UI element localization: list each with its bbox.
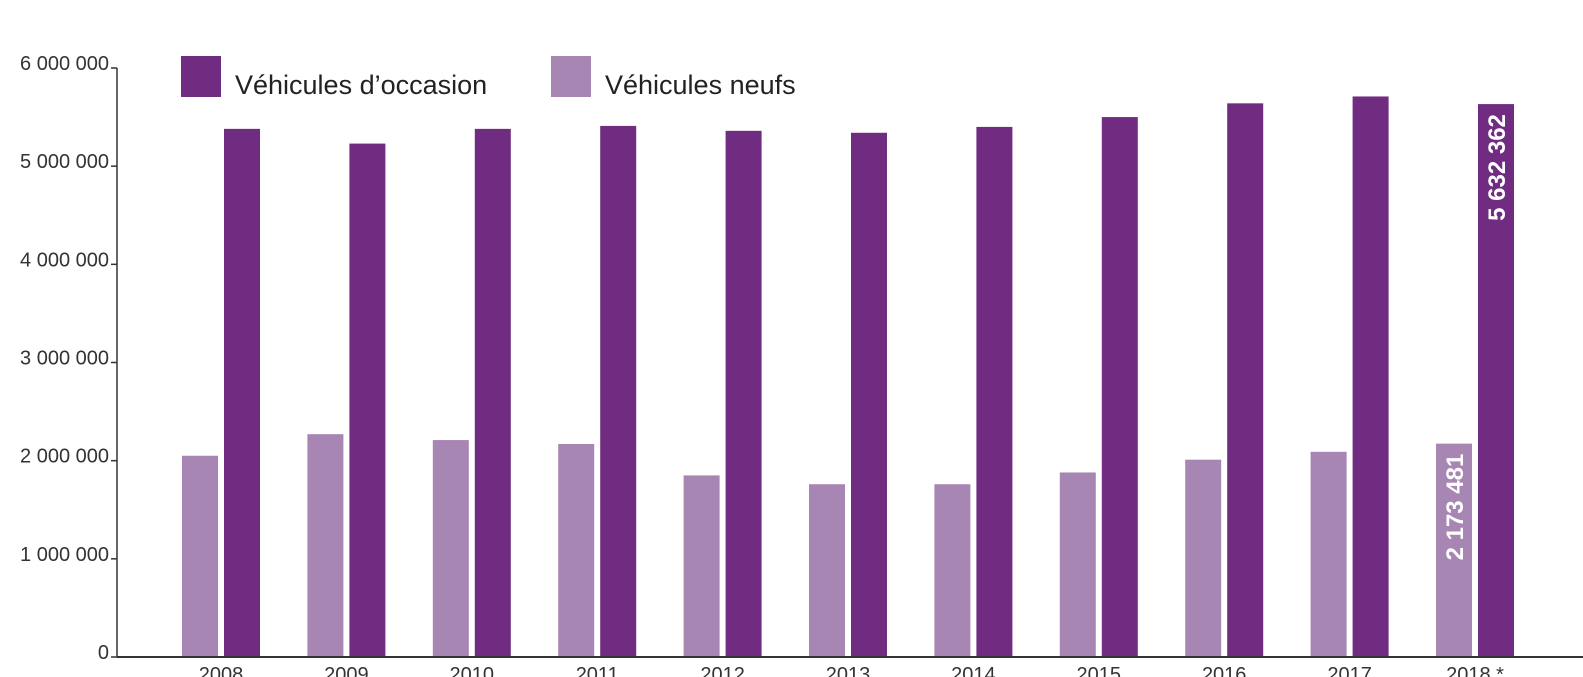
legend: Véhicules d’occasion Véhicules neufs bbox=[181, 56, 796, 100]
bar-used-vehicles bbox=[1227, 103, 1264, 658]
y-tick-label: 6 000 000 bbox=[20, 53, 109, 75]
bar-used-vehicles bbox=[725, 130, 762, 657]
bar-value-label: 5 632 362 bbox=[1484, 114, 1511, 221]
x-tick-label: 2012 bbox=[700, 664, 745, 677]
bar-used-vehicles bbox=[976, 126, 1013, 657]
bar-new-vehicles bbox=[1436, 443, 1472, 657]
y-tick-label: 3 000 000 bbox=[20, 348, 109, 370]
legend-item-used: Véhicules d’occasion bbox=[181, 56, 487, 100]
bar-value-label: 2 173 481 bbox=[1442, 454, 1469, 561]
bar-group bbox=[809, 132, 887, 658]
bar-new-vehicles bbox=[1059, 472, 1096, 657]
y-axis: 0 1 000 000 2 000 000 3 000 000 4 000 000 5 0… bbox=[20, 53, 118, 664]
bar-used-vehicles bbox=[1478, 104, 1514, 658]
x-tick-label: 2017 bbox=[1327, 664, 1372, 677]
bar-group bbox=[182, 128, 260, 657]
bar-used-vehicles bbox=[349, 143, 386, 658]
x-tick-label: 2016 bbox=[1202, 664, 1247, 677]
x-tick-label: 2013 bbox=[826, 664, 871, 677]
bar-used-vehicles bbox=[851, 132, 887, 658]
x-tick-label: 2010 bbox=[450, 664, 495, 677]
bar-new-vehicles bbox=[307, 434, 344, 657]
x-tick-label: 2014 bbox=[951, 664, 996, 677]
x-tick-label: 2015 bbox=[1077, 664, 1122, 677]
bar-used-vehicles bbox=[600, 125, 637, 657]
legend-swatch bbox=[181, 56, 221, 97]
bar-new-vehicles bbox=[683, 475, 720, 657]
bar-area: 2 173 481 5 632 362 bbox=[182, 96, 1514, 658]
legend-label: Véhicules d’occasion bbox=[235, 70, 487, 100]
bar-group: 2 173 481 5 632 362 bbox=[1436, 104, 1514, 658]
bar-new-vehicles bbox=[1310, 451, 1347, 657]
legend-item-new: Véhicules neufs bbox=[551, 56, 796, 100]
y-tick-label: 2 000 000 bbox=[20, 446, 109, 468]
bar-group bbox=[1310, 96, 1389, 658]
legend-swatch bbox=[551, 56, 591, 97]
bar-used-vehicles bbox=[474, 128, 511, 657]
bar-group bbox=[432, 128, 511, 657]
y-tick-label: 4 000 000 bbox=[20, 249, 109, 271]
bar-group bbox=[934, 126, 1013, 657]
legend-label: Véhicules neufs bbox=[605, 70, 796, 100]
bar-group bbox=[307, 143, 386, 658]
bar-group bbox=[558, 125, 637, 657]
x-tick-label: 2018 * bbox=[1446, 664, 1504, 677]
bar-new-vehicles bbox=[182, 455, 218, 657]
bar-new-vehicles bbox=[934, 484, 971, 657]
x-tick-label: 2008 bbox=[199, 664, 244, 677]
y-tick-label: 1 000 000 bbox=[20, 544, 109, 566]
bar-used-vehicles bbox=[224, 128, 260, 657]
x-axis: 2008 2009 2010 2011 2012 2013 2014 2015 2016 2017… bbox=[117, 656, 1583, 677]
y-tick-label: 5 000 000 bbox=[20, 151, 109, 173]
bar-group bbox=[683, 130, 762, 657]
bar-new-vehicles bbox=[1185, 459, 1222, 657]
y-tick-label: 0 bbox=[98, 642, 109, 664]
bar-new-vehicles bbox=[558, 443, 595, 657]
bar-group bbox=[1059, 117, 1138, 658]
x-tick-label: 2011 bbox=[576, 664, 619, 677]
x-tick-label: 2009 bbox=[324, 664, 369, 677]
bar-used-vehicles bbox=[1352, 96, 1389, 658]
bar-new-vehicles bbox=[809, 484, 845, 657]
bar-group bbox=[1185, 103, 1264, 658]
bar-used-vehicles bbox=[1101, 117, 1138, 658]
bar-new-vehicles bbox=[432, 440, 469, 657]
